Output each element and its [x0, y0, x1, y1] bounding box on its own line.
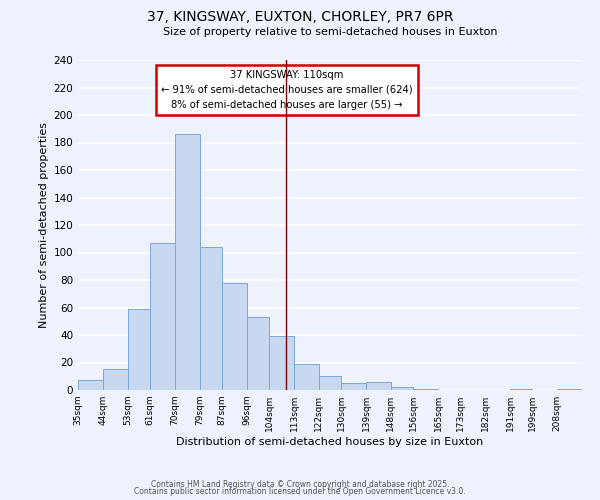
- Bar: [269, 336, 294, 390]
- Y-axis label: Number of semi-detached properties: Number of semi-detached properties: [39, 122, 49, 328]
- Bar: [366, 382, 391, 390]
- Bar: [294, 364, 319, 390]
- Text: 37, KINGSWAY, EUXTON, CHORLEY, PR7 6PR: 37, KINGSWAY, EUXTON, CHORLEY, PR7 6PR: [147, 10, 453, 24]
- Bar: [150, 243, 175, 390]
- Bar: [103, 370, 128, 390]
- Bar: [510, 388, 532, 390]
- Title: Size of property relative to semi-detached houses in Euxton: Size of property relative to semi-detach…: [163, 27, 497, 37]
- Bar: [222, 283, 247, 390]
- Bar: [319, 376, 341, 390]
- Bar: [78, 380, 103, 390]
- Bar: [128, 309, 150, 390]
- Bar: [200, 247, 222, 390]
- Bar: [413, 388, 438, 390]
- X-axis label: Distribution of semi-detached houses by size in Euxton: Distribution of semi-detached houses by …: [176, 437, 484, 447]
- Bar: [247, 317, 269, 390]
- Text: Contains HM Land Registry data © Crown copyright and database right 2025.: Contains HM Land Registry data © Crown c…: [151, 480, 449, 489]
- Bar: [557, 388, 582, 390]
- Text: 37 KINGSWAY: 110sqm
← 91% of semi-detached houses are smaller (624)
8% of semi-d: 37 KINGSWAY: 110sqm ← 91% of semi-detach…: [161, 70, 413, 110]
- Bar: [391, 387, 413, 390]
- Text: Contains public sector information licensed under the Open Government Licence v3: Contains public sector information licen…: [134, 487, 466, 496]
- Bar: [341, 383, 366, 390]
- Bar: [175, 134, 200, 390]
